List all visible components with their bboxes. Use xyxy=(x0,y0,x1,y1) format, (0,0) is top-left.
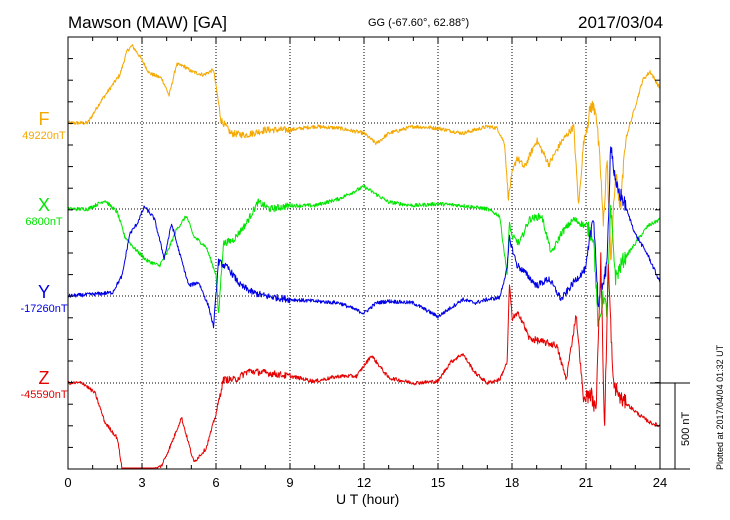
scale-bar-label: 500 nT xyxy=(680,411,692,446)
series-group xyxy=(67,44,661,469)
x-tick-label: 15 xyxy=(431,475,445,490)
baseline-label-z: -45590nT xyxy=(20,389,68,401)
x-tick-label: 3 xyxy=(138,475,145,490)
legend-x: X 6800nT xyxy=(11,196,77,228)
baseline-label-y: -17260nT xyxy=(20,303,68,315)
series-line-z xyxy=(67,252,661,469)
series-line-f xyxy=(67,44,661,261)
x-tick-label: 24 xyxy=(653,475,667,490)
x-tick-label: 21 xyxy=(579,475,593,490)
legend-z: Z -45590nT xyxy=(11,369,77,401)
grid-lines xyxy=(68,37,660,469)
plotted-timestamp: Plotted at 2017/04/04 01:32 UT xyxy=(715,344,725,470)
legend-name-f: F xyxy=(38,109,50,129)
series-line-y xyxy=(67,146,661,329)
station-title: Mawson (MAW) [GA] xyxy=(68,13,227,32)
x-tick-labels: 0 3 6 9 12 15 18 21 24 xyxy=(64,475,667,490)
legend-name-y: Y xyxy=(37,282,50,302)
legend-f: F 49220nT xyxy=(11,110,77,142)
scale-bar xyxy=(650,382,690,470)
x-axis-title: U T (hour) xyxy=(336,491,400,507)
baseline-label-f: 49220nT xyxy=(22,130,66,142)
date-label: 2017/03/04 xyxy=(578,13,664,32)
baseline-label-x: 6800nT xyxy=(25,216,63,228)
axis-ticks xyxy=(67,37,661,469)
legend-y: Y -17260nT xyxy=(11,283,77,315)
geographic-coordinates: GG (-67.60°, 62.88°) xyxy=(368,17,470,29)
x-tick-label: 12 xyxy=(357,475,371,490)
x-tick-label: 9 xyxy=(286,475,293,490)
x-tick-label: 0 xyxy=(64,475,71,490)
x-tick-label: 6 xyxy=(212,475,219,490)
x-tick-label: 18 xyxy=(505,475,519,490)
legend-name-x: X xyxy=(37,195,50,215)
legend-name-z: Z xyxy=(38,368,50,388)
series-line-x xyxy=(67,184,661,327)
